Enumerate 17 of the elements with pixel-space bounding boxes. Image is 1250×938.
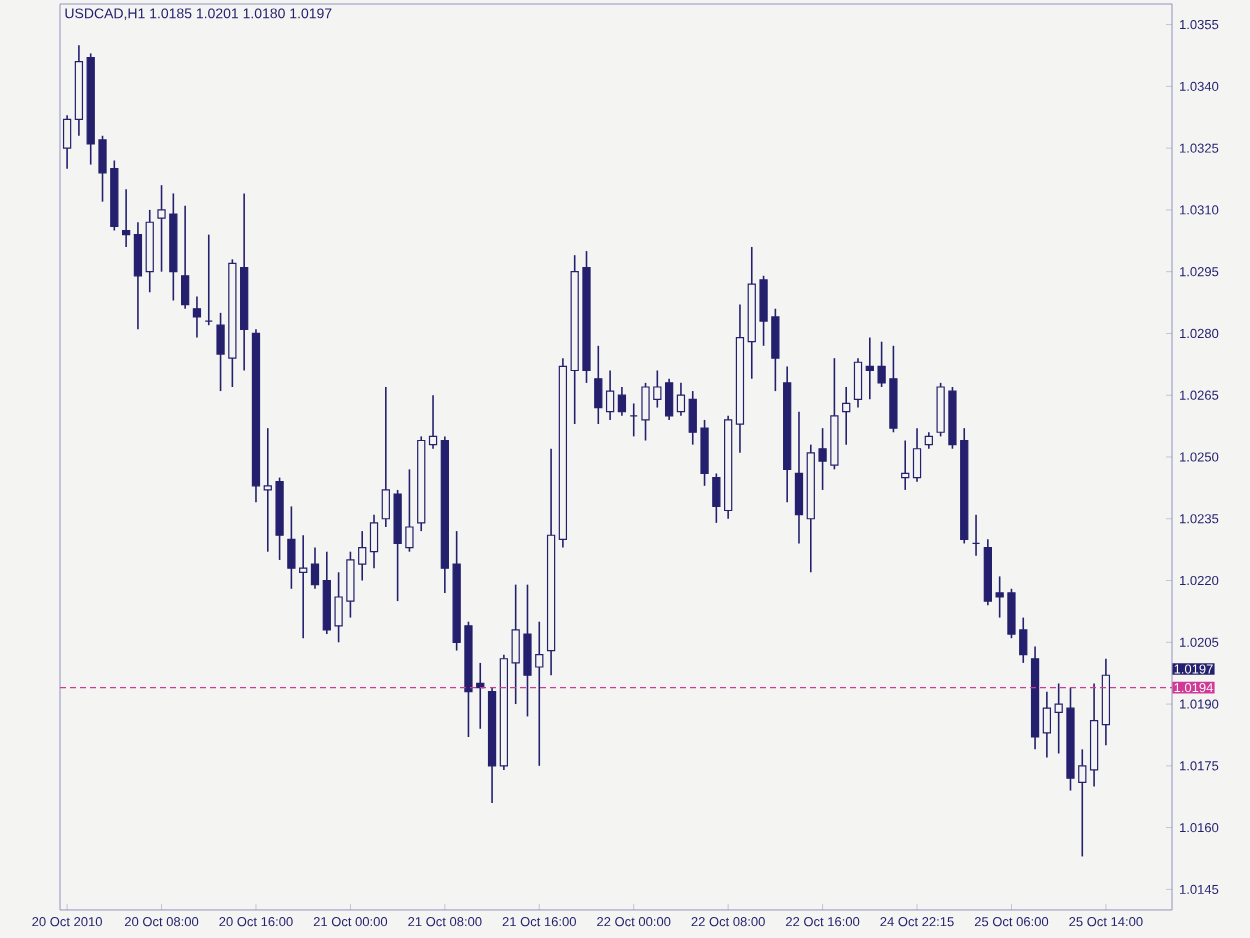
- candlestick: [901, 439, 910, 491]
- candlestick: [121, 188, 131, 248]
- candlestick: [594, 344, 603, 425]
- candlestick: [794, 410, 804, 545]
- candlestick: [181, 204, 190, 310]
- candlestick: [428, 394, 438, 450]
- candlestick: [369, 513, 379, 569]
- candlestick: [133, 221, 143, 331]
- candlestick: [192, 295, 202, 339]
- candlestick: [310, 546, 320, 590]
- candlestick: [617, 386, 627, 417]
- candlestick: [853, 357, 863, 409]
- candlestick: [605, 369, 615, 421]
- candlestick: [676, 382, 686, 417]
- candlestick: [912, 427, 922, 483]
- candlestick: [62, 114, 72, 170]
- candlestick: [842, 386, 851, 446]
